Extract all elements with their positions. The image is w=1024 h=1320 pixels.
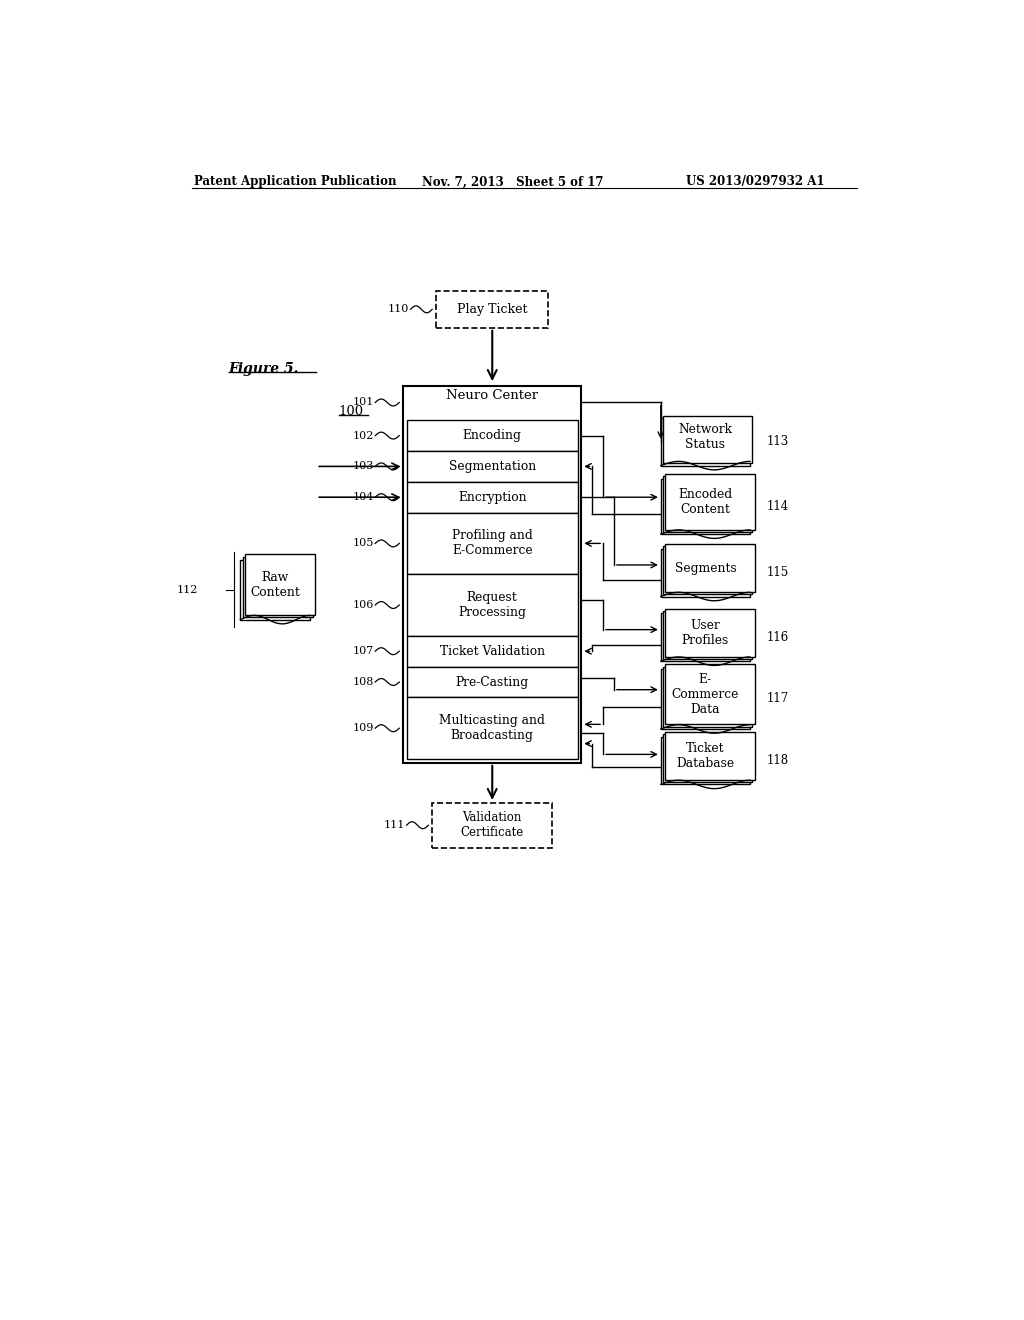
- Bar: [660, 479, 750, 535]
- Bar: [403, 385, 582, 763]
- Bar: [666, 609, 755, 656]
- Text: Ticket Validation: Ticket Validation: [439, 644, 545, 657]
- Text: 111: 111: [384, 820, 406, 830]
- Bar: [666, 664, 755, 725]
- Text: Play Ticket: Play Ticket: [457, 302, 527, 315]
- Text: 103: 103: [352, 462, 374, 471]
- Text: 118: 118: [767, 754, 790, 767]
- Bar: [666, 544, 755, 591]
- Text: Segments: Segments: [675, 561, 736, 574]
- Text: Network
Status: Network Status: [678, 424, 732, 451]
- Bar: [432, 803, 552, 847]
- Text: Profiling and
E-Commerce: Profiling and E-Commerce: [452, 529, 532, 557]
- Text: US 2013/0297932 A1: US 2013/0297932 A1: [686, 176, 824, 189]
- Text: 106: 106: [352, 601, 374, 610]
- Text: Multicasting and
Broadcasting: Multicasting and Broadcasting: [439, 714, 545, 742]
- Bar: [436, 290, 549, 327]
- Text: 108: 108: [352, 677, 374, 686]
- Text: Neuro Center: Neuro Center: [446, 389, 539, 403]
- Text: Raw
Content: Raw Content: [250, 572, 300, 599]
- Text: Pre-Casting: Pre-Casting: [456, 676, 528, 689]
- Text: 105: 105: [352, 539, 374, 548]
- Bar: [664, 416, 753, 463]
- Text: Ticket
Database: Ticket Database: [676, 742, 734, 770]
- Bar: [246, 554, 315, 615]
- Bar: [243, 557, 312, 616]
- Text: 113: 113: [767, 436, 790, 449]
- Text: 102: 102: [352, 430, 374, 441]
- Bar: [666, 474, 755, 529]
- Text: Encryption: Encryption: [458, 491, 526, 504]
- Text: 116: 116: [767, 631, 790, 644]
- Text: Encoded
Content: Encoded Content: [678, 488, 732, 516]
- Bar: [407, 451, 578, 482]
- Bar: [407, 512, 578, 574]
- Bar: [407, 482, 578, 512]
- Bar: [660, 614, 750, 661]
- Bar: [407, 420, 578, 451]
- Text: Nov. 7, 2013   Sheet 5 of 17: Nov. 7, 2013 Sheet 5 of 17: [423, 176, 604, 189]
- Bar: [664, 546, 753, 594]
- Text: Request
Processing: Request Processing: [459, 591, 526, 619]
- Text: Segmentation: Segmentation: [449, 459, 536, 473]
- Text: 110: 110: [387, 305, 409, 314]
- Bar: [407, 667, 578, 697]
- Bar: [664, 667, 753, 726]
- Text: Validation
Certificate: Validation Certificate: [461, 812, 524, 840]
- Bar: [664, 734, 753, 781]
- Bar: [407, 697, 578, 759]
- Bar: [660, 418, 750, 466]
- Bar: [660, 549, 750, 597]
- Text: E-
Commerce
Data: E- Commerce Data: [672, 673, 739, 715]
- Bar: [660, 669, 750, 729]
- Text: Patent Application Publication: Patent Application Publication: [194, 176, 396, 189]
- Bar: [407, 574, 578, 636]
- Bar: [407, 636, 578, 667]
- Text: 114: 114: [767, 500, 790, 513]
- Text: Encoding: Encoding: [463, 429, 521, 442]
- Text: 104: 104: [352, 492, 374, 502]
- Text: 112: 112: [176, 585, 198, 594]
- Text: Figure 5.: Figure 5.: [228, 363, 299, 376]
- Bar: [241, 560, 310, 619]
- Bar: [664, 477, 753, 532]
- Text: User
Profiles: User Profiles: [682, 619, 729, 647]
- Text: 115: 115: [767, 566, 790, 579]
- Bar: [666, 733, 755, 780]
- Text: 107: 107: [352, 647, 374, 656]
- Bar: [660, 737, 750, 784]
- Text: 100: 100: [339, 405, 364, 418]
- Text: 117: 117: [767, 693, 790, 705]
- Bar: [664, 611, 753, 659]
- Text: 109: 109: [352, 723, 374, 733]
- Text: 101: 101: [352, 397, 374, 408]
